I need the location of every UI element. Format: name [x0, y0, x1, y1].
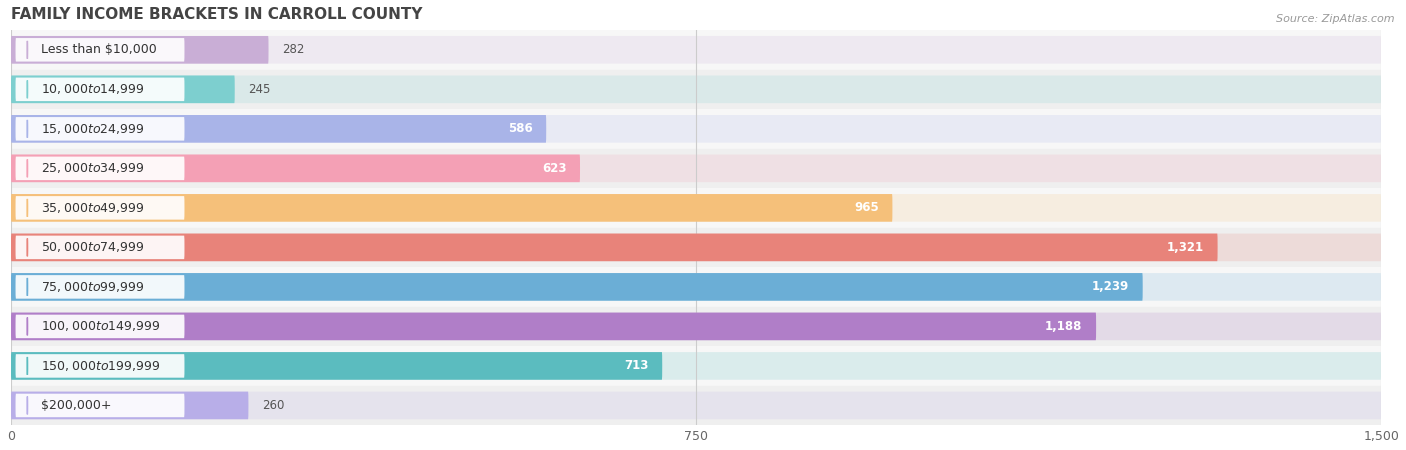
- FancyBboxPatch shape: [1, 306, 1391, 346]
- FancyBboxPatch shape: [11, 234, 1218, 261]
- FancyBboxPatch shape: [11, 352, 1381, 380]
- FancyBboxPatch shape: [1, 228, 1391, 267]
- Text: $200,000+: $200,000+: [41, 399, 111, 412]
- Text: Source: ZipAtlas.com: Source: ZipAtlas.com: [1277, 14, 1395, 23]
- Text: 1,239: 1,239: [1091, 280, 1129, 293]
- FancyBboxPatch shape: [11, 392, 1381, 419]
- Text: 1,321: 1,321: [1167, 241, 1204, 254]
- Text: FAMILY INCOME BRACKETS IN CARROLL COUNTY: FAMILY INCOME BRACKETS IN CARROLL COUNTY: [11, 7, 422, 22]
- FancyBboxPatch shape: [15, 315, 184, 338]
- FancyBboxPatch shape: [15, 275, 184, 299]
- Text: $150,000 to $199,999: $150,000 to $199,999: [41, 359, 160, 373]
- Text: $35,000 to $49,999: $35,000 to $49,999: [41, 201, 145, 215]
- FancyBboxPatch shape: [15, 117, 184, 140]
- FancyBboxPatch shape: [1, 30, 1391, 70]
- Text: 260: 260: [262, 399, 284, 412]
- Text: Less than $10,000: Less than $10,000: [41, 43, 157, 56]
- Text: $50,000 to $74,999: $50,000 to $74,999: [41, 240, 145, 254]
- FancyBboxPatch shape: [11, 36, 1381, 63]
- FancyBboxPatch shape: [11, 273, 1143, 301]
- FancyBboxPatch shape: [11, 194, 893, 222]
- FancyBboxPatch shape: [11, 36, 269, 63]
- Text: 623: 623: [541, 162, 567, 175]
- FancyBboxPatch shape: [11, 234, 1381, 261]
- FancyBboxPatch shape: [11, 154, 1381, 182]
- FancyBboxPatch shape: [15, 38, 184, 62]
- Text: 282: 282: [283, 43, 305, 56]
- FancyBboxPatch shape: [11, 154, 581, 182]
- FancyBboxPatch shape: [1, 109, 1391, 148]
- Text: 965: 965: [853, 201, 879, 214]
- Text: 586: 586: [508, 122, 533, 135]
- FancyBboxPatch shape: [11, 115, 1381, 143]
- Text: $75,000 to $99,999: $75,000 to $99,999: [41, 280, 145, 294]
- FancyBboxPatch shape: [15, 196, 184, 220]
- Text: $15,000 to $24,999: $15,000 to $24,999: [41, 122, 145, 136]
- FancyBboxPatch shape: [11, 352, 662, 380]
- Text: $25,000 to $34,999: $25,000 to $34,999: [41, 162, 145, 176]
- FancyBboxPatch shape: [11, 313, 1381, 340]
- FancyBboxPatch shape: [15, 236, 184, 259]
- FancyBboxPatch shape: [1, 70, 1391, 109]
- Text: 245: 245: [249, 83, 271, 96]
- FancyBboxPatch shape: [11, 273, 1381, 301]
- FancyBboxPatch shape: [1, 188, 1391, 228]
- FancyBboxPatch shape: [11, 392, 249, 419]
- FancyBboxPatch shape: [11, 76, 1381, 103]
- FancyBboxPatch shape: [15, 157, 184, 180]
- FancyBboxPatch shape: [11, 115, 546, 143]
- Text: 713: 713: [624, 360, 648, 373]
- FancyBboxPatch shape: [1, 346, 1391, 386]
- Text: $100,000 to $149,999: $100,000 to $149,999: [41, 320, 160, 333]
- Text: 1,188: 1,188: [1045, 320, 1083, 333]
- FancyBboxPatch shape: [1, 148, 1391, 188]
- FancyBboxPatch shape: [15, 394, 184, 417]
- FancyBboxPatch shape: [15, 77, 184, 101]
- FancyBboxPatch shape: [1, 386, 1391, 425]
- FancyBboxPatch shape: [1, 267, 1391, 306]
- FancyBboxPatch shape: [11, 313, 1097, 340]
- FancyBboxPatch shape: [11, 194, 1381, 222]
- FancyBboxPatch shape: [11, 76, 235, 103]
- Text: $10,000 to $14,999: $10,000 to $14,999: [41, 82, 145, 96]
- FancyBboxPatch shape: [15, 354, 184, 378]
